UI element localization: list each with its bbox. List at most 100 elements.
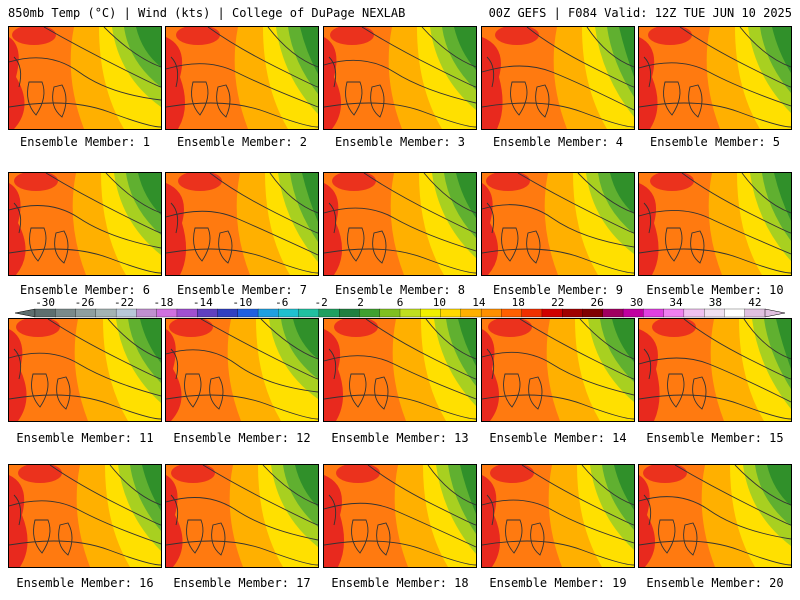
- colorbar-segment: [663, 308, 685, 318]
- colorbar-tick-label: -14: [192, 296, 213, 309]
- colorbar-tick-label: 42: [748, 296, 762, 309]
- ensemble-member-label: Ensemble Member: 14: [489, 431, 627, 445]
- colorbar-segment: [278, 308, 300, 318]
- ensemble-member-label: Ensemble Member: 12: [173, 431, 311, 445]
- ensemble-member-label: Ensemble Member: 9: [492, 283, 624, 297]
- ensemble-member-label: Ensemble Member: 8: [334, 283, 466, 297]
- colorbar-segment: [420, 308, 442, 318]
- colorbar-segment: [115, 308, 137, 318]
- ensemble-map-panel: [165, 172, 319, 276]
- colorbar-tick-label: -10: [232, 296, 253, 309]
- ensemble-member-label: Ensemble Member: 19: [489, 576, 627, 590]
- colorbar-segment: [683, 308, 705, 318]
- ensemble-map-panel: [638, 464, 792, 568]
- colorbar-segment: [643, 308, 665, 318]
- colorbar-segment: [318, 308, 340, 318]
- colorbar-tick-label: -30: [35, 296, 56, 309]
- ensemble-map-panel: [8, 26, 162, 130]
- ensemble-member-label: Ensemble Member: 11: [16, 431, 154, 445]
- colorbar-left-arrow: [14, 308, 36, 318]
- colorbar-tick-label: 38: [708, 296, 723, 309]
- colorbar-segment: [460, 308, 482, 318]
- colorbar-tick-label: -6: [275, 296, 289, 309]
- model-run-info: 00Z GEFS | F084 Valid: 12Z TUE JUN 10 20…: [488, 6, 792, 20]
- ensemble-map-panel: [638, 26, 792, 130]
- colorbar-tick-label: 30: [629, 296, 644, 309]
- colorbar-segment: [75, 308, 97, 318]
- colorbar-segment: [359, 308, 381, 318]
- ensemble-member-label: Ensemble Member: 4: [492, 135, 624, 149]
- ensemble-member-label: Ensemble Member: 10: [646, 283, 784, 297]
- colorbar-segment: [176, 308, 198, 318]
- ensemble-map-panel: [481, 464, 635, 568]
- colorbar-tick-label: 34: [669, 296, 683, 309]
- colorbar-tick-label: -26: [74, 296, 95, 309]
- colorbar-tick-label: 10: [432, 296, 447, 309]
- temperature-colorbar: [14, 308, 786, 318]
- ensemble-member-label: Ensemble Member: 18: [331, 576, 469, 590]
- colorbar-segment: [197, 308, 218, 318]
- ensemble-map-panel: [481, 318, 635, 422]
- colorbar-segment: [379, 308, 401, 318]
- colorbar-tick-label: 26: [590, 296, 604, 309]
- colorbar-segment: [237, 308, 259, 318]
- colorbar-segment: [95, 308, 117, 318]
- colorbar-segment: [724, 308, 746, 318]
- colorbar-segment: [582, 308, 604, 318]
- colorbar-tick-label: 14: [472, 296, 486, 309]
- colorbar-tick-label: 2: [357, 296, 364, 309]
- colorbar-segment: [156, 308, 178, 318]
- ensemble-member-label: Ensemble Member: 20: [646, 576, 784, 590]
- colorbar-segment: [55, 308, 77, 318]
- ensemble-member-label: Ensemble Member: 1: [19, 135, 151, 149]
- colorbar-segment: [622, 308, 644, 318]
- ensemble-member-label: Ensemble Member: 3: [334, 135, 466, 149]
- colorbar-segment: [480, 308, 502, 318]
- ensemble-map-panel: [323, 26, 477, 130]
- ensemble-member-label: Ensemble Member: 13: [331, 431, 469, 445]
- ensemble-map-panel: [165, 464, 319, 568]
- ensemble-member-label: Ensemble Member: 2: [176, 135, 308, 149]
- ensemble-member-label: Ensemble Member: 15: [646, 431, 784, 445]
- ensemble-map-panel: [481, 172, 635, 276]
- ensemble-map-panel: [8, 318, 162, 422]
- ensemble-map-panel: [165, 318, 319, 422]
- colorbar-tick-label: 22: [551, 296, 565, 309]
- ensemble-map-panel: [165, 26, 319, 130]
- colorbar-segment: [339, 308, 360, 318]
- colorbar-tick-label: -2: [314, 296, 328, 309]
- colorbar-segment: [298, 308, 320, 318]
- ensemble-map-panel: [8, 172, 162, 276]
- colorbar-segment: [257, 308, 279, 318]
- ensemble-map-panel: [323, 172, 477, 276]
- colorbar-segment: [744, 308, 766, 318]
- ensemble-map-panel: [8, 464, 162, 568]
- colorbar-tick-label: 6: [396, 296, 404, 309]
- colorbar-right-arrow: [764, 308, 786, 318]
- colorbar-segment: [602, 308, 624, 318]
- ensemble-map-panel: [323, 464, 477, 568]
- colorbar-segment: [562, 308, 583, 318]
- map-title: 850mb Temp (°C) | Wind (kts) | College o…: [8, 6, 406, 20]
- colorbar-segment: [704, 308, 725, 318]
- colorbar-segment: [34, 308, 56, 318]
- colorbar-tick-label: 18: [511, 296, 525, 309]
- colorbar-segment: [521, 308, 543, 318]
- ensemble-map-panel: [638, 172, 792, 276]
- ensemble-member-label: Ensemble Member: 7: [176, 283, 308, 297]
- ensemble-member-label: Ensemble Member: 16: [16, 576, 154, 590]
- colorbar-segment: [399, 308, 421, 318]
- colorbar-segment: [501, 308, 523, 318]
- ensemble-member-label: Ensemble Member: 6: [19, 283, 151, 297]
- colorbar-segment: [217, 308, 239, 318]
- colorbar-tick-label: -18: [153, 296, 174, 309]
- ensemble-map-panel: [323, 318, 477, 422]
- colorbar-tick-label: -22: [114, 296, 134, 309]
- ensemble-member-label: Ensemble Member: 5: [649, 135, 781, 149]
- ensemble-map-panel: [481, 26, 635, 130]
- colorbar-segment: [440, 308, 462, 318]
- map-header: 850mb Temp (°C) | Wind (kts) | College o…: [0, 0, 800, 22]
- colorbar-segment: [541, 308, 563, 318]
- ensemble-map-panel: [638, 318, 792, 422]
- colorbar-segment: [136, 308, 158, 318]
